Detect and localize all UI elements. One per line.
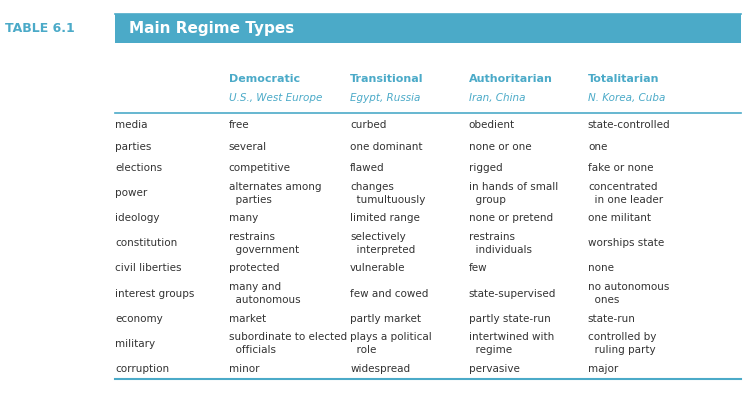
Text: military: military [115,339,156,349]
Text: Totalitarian: Totalitarian [588,74,660,84]
Text: none or one: none or one [469,142,531,152]
Text: one militant: one militant [588,214,651,224]
Text: power: power [115,188,147,198]
Text: major: major [588,364,618,374]
Text: media: media [115,120,148,130]
Text: minor: minor [229,364,259,374]
Text: several: several [229,142,267,152]
Text: Democratic: Democratic [229,74,300,84]
Text: pervasive: pervasive [469,364,520,374]
Text: elections: elections [115,163,162,173]
Text: many and
  autonomous: many and autonomous [229,282,300,305]
Text: none: none [588,264,614,274]
Text: changes
  tumultuously: changes tumultuously [350,182,426,204]
Text: parties: parties [115,142,152,152]
Text: rigged: rigged [469,163,502,173]
Text: partly state-run: partly state-run [469,314,551,324]
Text: subordinate to elected
  officials: subordinate to elected officials [229,332,347,355]
Text: constitution: constitution [115,239,178,249]
Text: none or pretend: none or pretend [469,214,553,224]
Text: concentrated
  in one leader: concentrated in one leader [588,182,663,204]
Text: market: market [229,314,266,324]
Text: ideology: ideology [115,214,160,224]
Text: TABLE 6.1: TABLE 6.1 [5,22,75,35]
Text: worships state: worships state [588,239,664,249]
Text: restrains
  government: restrains government [229,232,298,254]
Text: no autonomous
  ones: no autonomous ones [588,282,669,305]
Text: one dominant: one dominant [350,142,423,152]
Text: corruption: corruption [115,364,170,374]
Text: plays a political
  role: plays a political role [350,332,432,355]
Text: intertwined with
  regime: intertwined with regime [469,332,554,355]
Text: widespread: widespread [350,364,410,374]
Text: competitive: competitive [229,163,291,173]
Text: civil liberties: civil liberties [115,264,182,274]
Text: obedient: obedient [469,120,515,130]
Text: Authoritarian: Authoritarian [469,74,553,84]
Text: alternates among
  parties: alternates among parties [229,182,321,204]
Text: few: few [469,264,487,274]
Text: Egypt, Russia: Egypt, Russia [350,93,420,103]
Text: many: many [229,214,258,224]
Text: flawed: flawed [350,163,384,173]
Text: Iran, China: Iran, China [469,93,525,103]
FancyBboxPatch shape [115,14,741,43]
Text: fake or none: fake or none [588,163,654,173]
Text: partly market: partly market [350,314,421,324]
Text: in hands of small
  group: in hands of small group [469,182,558,204]
Text: economy: economy [115,314,163,324]
Text: vulnerable: vulnerable [350,264,405,274]
Text: restrains
  individuals: restrains individuals [469,232,532,254]
Text: U.S., West Europe: U.S., West Europe [229,93,322,103]
Text: Main Regime Types: Main Regime Types [129,21,294,36]
Text: limited range: limited range [350,214,420,224]
Text: interest groups: interest groups [115,289,194,299]
Text: N. Korea, Cuba: N. Korea, Cuba [588,93,665,103]
Text: protected: protected [229,264,279,274]
Text: state-run: state-run [588,314,636,324]
Text: state-supervised: state-supervised [469,289,556,299]
Text: selectively
  interpreted: selectively interpreted [350,232,415,254]
Text: controlled by
  ruling party: controlled by ruling party [588,332,656,355]
Text: free: free [229,120,249,130]
Text: few and cowed: few and cowed [350,289,429,299]
Text: Transitional: Transitional [350,74,423,84]
Text: state-controlled: state-controlled [588,120,670,130]
Text: curbed: curbed [350,120,387,130]
Text: one: one [588,142,607,152]
